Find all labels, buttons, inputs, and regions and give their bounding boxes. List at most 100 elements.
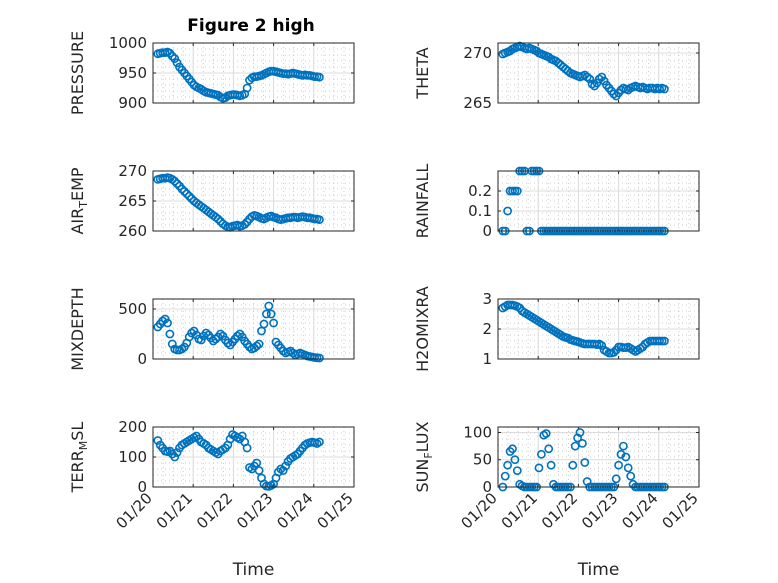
- data-point: [187, 328, 196, 338]
- data-point: [182, 189, 192, 199]
- data-point: [546, 460, 556, 470]
- data-point: [184, 191, 194, 201]
- y-axis-label: THETA: [413, 47, 432, 99]
- axes-box: [497, 426, 700, 488]
- data-point: [269, 318, 278, 328]
- data-point: [254, 339, 264, 349]
- x-tick-label: 01/22: [193, 489, 236, 532]
- y-tick-label: 0: [482, 222, 492, 240]
- subplot-middle-left: 260 265 270 AIRTEMP: [68, 162, 355, 240]
- data-point: [314, 353, 324, 363]
- subplot-bottom-left: 0 100 200 TERRMSL 01/2001/2101/2201/2301/240…: [68, 418, 357, 580]
- x-axis-label: Time: [232, 560, 275, 580]
- y-tick-label: 2: [482, 320, 492, 338]
- x-tick-label: 01/23: [233, 489, 276, 532]
- data-point: [314, 72, 324, 82]
- y-tick-label: 0.1: [468, 202, 492, 220]
- x-tick-label: 01/24: [618, 489, 661, 532]
- data-point: [503, 460, 512, 470]
- data-point: [232, 331, 242, 341]
- y-tick-label: 260: [118, 222, 147, 240]
- data-point: [587, 79, 597, 89]
- y-tick-label: 200: [118, 418, 147, 436]
- y-tick-label: 100: [463, 423, 492, 441]
- y-tick-label: 0: [482, 478, 492, 496]
- data-point: [578, 438, 587, 448]
- data-point: [266, 309, 276, 319]
- data-point: [264, 301, 274, 311]
- data-point: [254, 466, 264, 475]
- axes-box: [497, 42, 700, 104]
- data-point: [252, 341, 262, 351]
- subplot-lower-left: 0 500 MIXDEPTH: [68, 287, 355, 371]
- y-tick-label: 100: [118, 448, 147, 466]
- data-point: [259, 319, 269, 329]
- data-point: [585, 74, 595, 84]
- data-point: [575, 428, 585, 437]
- subplot-lower-right: 1 2 3 H2OMIXRA: [413, 286, 700, 372]
- data-point: [503, 206, 512, 216]
- data-point: [281, 461, 291, 471]
- x-tick-label: 01/22: [538, 489, 581, 532]
- subplot-top-right: 265 270 THETA: [413, 41, 700, 112]
- data-point: [510, 455, 520, 465]
- data-point: [614, 460, 623, 470]
- subplot-middle-right: 0 0.1 0.2 RAINFALL: [413, 164, 700, 240]
- data-point: [257, 326, 266, 336]
- data-point: [223, 338, 233, 348]
- y-tick-label: 900: [118, 94, 147, 112]
- y-tick-label: 950: [118, 64, 147, 82]
- y-tick-label: 1: [482, 350, 492, 368]
- y-axis-label: RAINFALL: [413, 164, 432, 239]
- y-tick-label: 3: [482, 290, 492, 308]
- data-point: [568, 460, 578, 470]
- data-point: [177, 184, 187, 194]
- data-point: [660, 84, 669, 94]
- subplot-bottom-right: 0 50 100 SUNFLUX 01/2001/2101/2201/2301/2401…: [413, 421, 702, 580]
- data-point: [167, 51, 177, 61]
- data-point: [609, 89, 619, 99]
- data-point: [163, 318, 172, 328]
- axes-box: [497, 298, 700, 360]
- axes-box: [152, 170, 355, 232]
- y-axis-label: AIRTEMP: [68, 167, 90, 234]
- x-tick-label: 01/25: [314, 489, 357, 532]
- axes-box: [152, 298, 355, 360]
- data-point: [153, 436, 163, 445]
- data-point: [252, 458, 262, 468]
- y-tick-label: 1000: [109, 34, 147, 52]
- data-point: [201, 328, 211, 338]
- data-point: [570, 441, 580, 451]
- data-point: [170, 452, 180, 462]
- x-axis-label: Time: [577, 560, 620, 580]
- data-point: [179, 186, 189, 196]
- y-tick-label: 500: [118, 300, 147, 318]
- y-axis-label: MIXDEPTH: [68, 287, 87, 370]
- data-point: [594, 74, 604, 84]
- y-axis-label: SUNFLUX: [413, 421, 435, 492]
- y-axis-label: PRESSURE: [68, 31, 87, 115]
- data-point: [580, 458, 590, 467]
- data-point: [500, 471, 510, 481]
- x-tick-label: 01/21: [153, 489, 196, 532]
- data-point: [508, 444, 517, 454]
- data-point: [216, 329, 225, 339]
- x-tick-label: 01/25: [659, 489, 702, 532]
- data-point: [512, 466, 522, 475]
- data-point: [537, 449, 546, 459]
- data-point: [165, 329, 175, 339]
- data-point: [172, 448, 182, 457]
- axes-box: [497, 170, 700, 232]
- x-tick-label: 01/20: [113, 489, 156, 532]
- data-point: [609, 347, 619, 357]
- x-tick-label: 01/24: [273, 489, 316, 532]
- y-axis-label: TERRMSL: [68, 422, 90, 494]
- data-point: [240, 219, 250, 229]
- data-point: [242, 83, 252, 93]
- axes-box: [152, 426, 355, 488]
- data-point: [541, 429, 551, 438]
- y-tick-label: 0: [137, 478, 147, 496]
- data-point: [167, 339, 177, 349]
